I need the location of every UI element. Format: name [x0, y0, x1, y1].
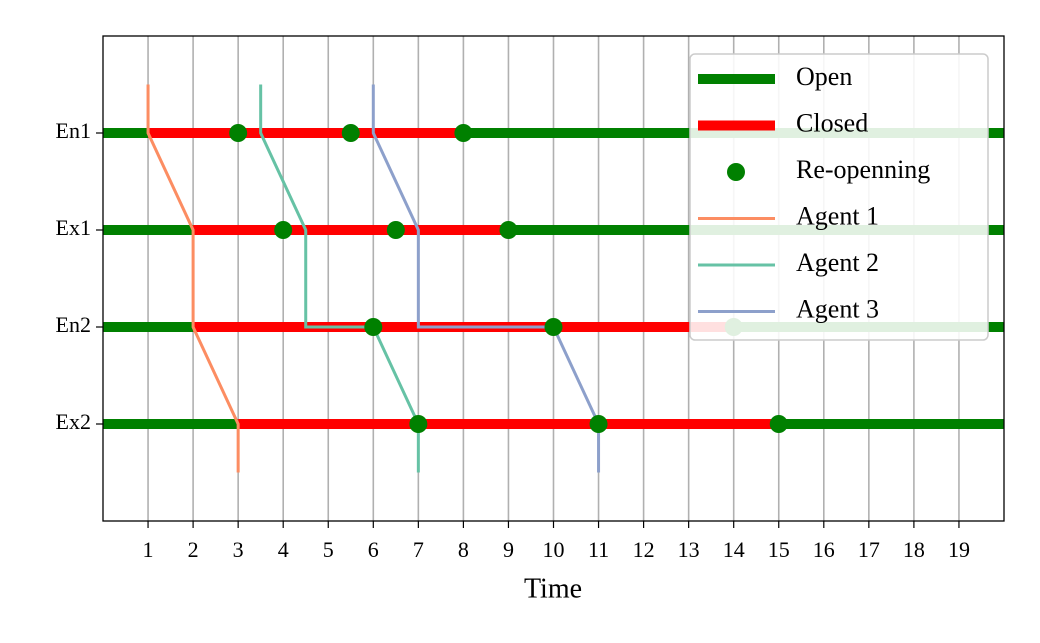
legend: Open Closed Re-openning Agent 1 Agent 2 Agent… — [689, 53, 989, 341]
x-tick-label: 6 — [368, 537, 379, 562]
x-tick-label: 12 — [633, 537, 655, 562]
y-tick-label: Ex1 — [56, 215, 91, 240]
reopen-point — [364, 318, 383, 336]
legend-label: Agent 1 — [796, 201, 879, 230]
x-tick-label: 4 — [278, 537, 289, 562]
reopen-point — [409, 415, 428, 433]
x-tick-label: 15 — [768, 537, 790, 562]
agent-path — [259, 84, 420, 473]
reopen-point — [229, 124, 248, 142]
x-tick-label: 16 — [813, 537, 835, 562]
x-tick-label: 5 — [323, 537, 334, 562]
reopen-point — [386, 221, 405, 239]
x-tick-label: 2 — [188, 537, 199, 562]
x-tick-label: 10 — [543, 537, 565, 562]
reopen-point — [274, 221, 293, 239]
x-tick-label: 9 — [503, 537, 514, 562]
plot-frame — [102, 35, 1005, 522]
y-tick-label: En2 — [56, 312, 91, 337]
x-tick-label: 14 — [723, 537, 745, 562]
y-tick-label: En1 — [56, 118, 91, 143]
agent-path — [146, 84, 240, 473]
legend-label: Closed — [796, 108, 868, 137]
x-tick-label: 17 — [858, 537, 880, 562]
reopen-point — [499, 221, 518, 239]
x-tick-label: 13 — [678, 537, 700, 562]
x-tick-label: 7 — [413, 537, 424, 562]
legend-label: Agent 3 — [796, 294, 879, 323]
reopen-point — [544, 318, 563, 336]
x-tick-label: 18 — [903, 537, 925, 562]
legend-label: Open — [796, 62, 852, 91]
x-tick-label: 8 — [458, 537, 469, 562]
reopen-point — [589, 415, 608, 433]
reopen-point — [769, 415, 788, 433]
agent-path — [371, 84, 601, 473]
legend-swatch — [727, 163, 745, 181]
legend-label: Agent 2 — [796, 248, 879, 277]
x-tick-label: 11 — [588, 537, 609, 562]
x-tick-label: 3 — [233, 537, 244, 562]
legend-label: Re-openning — [796, 155, 930, 184]
reopen-point — [341, 124, 360, 142]
y-tick-label: Ex2 — [56, 409, 91, 434]
x-tick-label: 19 — [948, 537, 970, 562]
x-axis-label: Time — [524, 573, 582, 604]
x-tick-label: 1 — [143, 537, 154, 562]
reopen-point — [454, 124, 473, 142]
